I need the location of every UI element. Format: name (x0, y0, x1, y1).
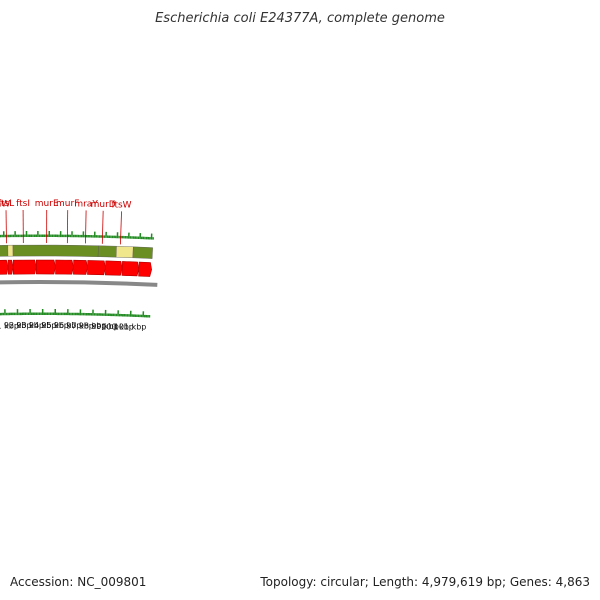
gene-leader-line (120, 211, 122, 245)
cds-arrow (12, 259, 37, 275)
cds-arrow (35, 259, 56, 275)
gene-leader-line (101, 210, 104, 244)
kbp-tick-label: 98 kbp (79, 322, 107, 331)
kbp-tick-label: 91 kbp (0, 321, 19, 330)
cds-arrow (0, 259, 9, 275)
gene-leader-line (85, 210, 87, 244)
cds-arrow (121, 261, 140, 277)
map-title: Escherichia coli E24377A, complete genom… (155, 11, 445, 26)
cds-arrow (87, 260, 106, 276)
category-segment (132, 246, 153, 259)
gene-label: ftsW (111, 200, 131, 210)
category-segment (0, 245, 9, 257)
genome-summary-text: Topology: circular; Length: 4,979,619 bp… (259, 575, 590, 589)
kbp-tick-label: 100 kbp (101, 322, 134, 331)
accession-text: Accession: NC_009801 (10, 575, 146, 589)
cds-band (0, 259, 152, 277)
category-segment (97, 245, 117, 258)
category-band (0, 244, 153, 259)
category-segment (7, 244, 14, 257)
gene-label: murF (56, 199, 79, 209)
kbp-tick-label: 99 kbp (91, 322, 119, 331)
gene-label: mraY (74, 199, 98, 209)
gc-skew-ticks (0, 309, 151, 318)
cds-arrow (105, 260, 123, 276)
gene-label: murE (35, 199, 59, 209)
gene-label: murD (91, 200, 116, 210)
cds-arrow (55, 259, 74, 275)
kbp-tick-label: 101 kbp (114, 323, 147, 332)
gene-label: mraW (0, 199, 10, 209)
category-segment (115, 246, 134, 259)
backbone-ring (0, 280, 158, 287)
kbp-tick-label: 95 kbp (41, 321, 69, 330)
kbp-tick-label: 93 kbp (16, 321, 44, 330)
gene-label: ftsI (16, 199, 30, 209)
category-segment (12, 244, 99, 257)
kbp-tick-label: 92 kbp (4, 321, 32, 330)
kbp-tick-label: 97 kbp (66, 321, 94, 330)
gene-label: ftsL (0, 199, 14, 209)
cds-arrow (7, 259, 14, 275)
cds-arrow (73, 259, 88, 275)
kbp-tick-label: 94 kbp (29, 321, 57, 330)
backbone-line (0, 280, 158, 287)
kbp-tick-label: 96 kbp (54, 321, 82, 330)
gene-label: mraZ (0, 200, 1, 210)
cds-arrow (138, 261, 152, 277)
